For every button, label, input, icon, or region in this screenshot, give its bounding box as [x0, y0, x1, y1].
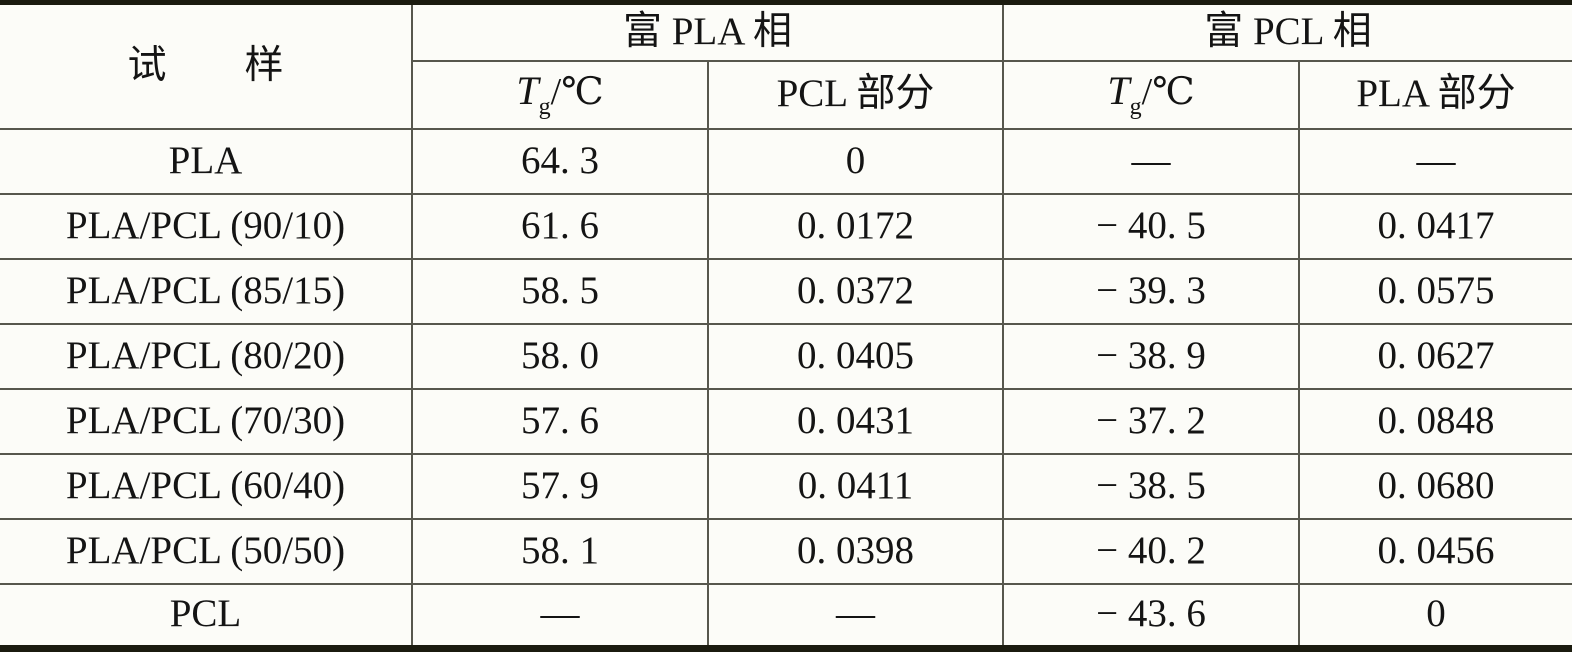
tg-symbol: T	[1107, 67, 1130, 113]
pcl-rich-tg-cell: − 37. 2	[1002, 387, 1300, 455]
pcl-rich-tg-cell: − 40. 2	[1002, 517, 1300, 585]
table-body: PLA 64. 3 0 — — PLA/PCL (90/10) 61. 6 0.…	[0, 127, 1572, 650]
pcl-rich-tg-cell: − 38. 9	[1002, 322, 1300, 390]
sample-cell: PLA/PCL (60/40)	[0, 452, 413, 520]
table-header: 试 样 富 PLA 相 富 PCL 相 Tg/℃ PCL 部分 Tg/℃ PLA…	[0, 1, 1572, 130]
table-row: PLA/PCL (50/50) 58. 1 0. 0398 − 40. 2 0.…	[0, 517, 1572, 585]
tg-celsius-label: Tg/℃	[516, 68, 603, 122]
table-row: PLA/PCL (80/20) 58. 0 0. 0405 − 38. 9 0.…	[0, 322, 1572, 390]
pcl-rich-tg-cell: − 38. 5	[1002, 452, 1300, 520]
pcl-rich-pla-fraction-cell: 0	[1298, 582, 1572, 650]
table-row: PLA/PCL (60/40) 57. 9 0. 0411 − 38. 5 0.…	[0, 452, 1572, 520]
pcl-rich-pla-fraction-cell: 0. 0456	[1298, 517, 1572, 585]
sample-cell: PCL	[0, 582, 413, 650]
pcl-rich-pla-fraction-cell: —	[1298, 127, 1572, 195]
pla-rich-pcl-fraction-cell: 0. 0431	[707, 387, 1004, 455]
sample-cell: PLA/PCL (90/10)	[0, 192, 413, 260]
table-row: PLA/PCL (70/30) 57. 6 0. 0431 − 37. 2 0.…	[0, 387, 1572, 455]
pla-rich-tg-cell: 57. 9	[411, 452, 709, 520]
pcl-rich-pla-fraction-cell: 0. 0680	[1298, 452, 1572, 520]
pcl-rich-tg-cell: —	[1002, 127, 1300, 195]
pla-rich-tg-cell: 64. 3	[411, 127, 709, 195]
sample-column-header: 试 样	[0, 1, 413, 130]
subheader-pla-fraction: PLA 部分	[1298, 59, 1572, 130]
pcl-rich-pla-fraction-cell: 0. 0627	[1298, 322, 1572, 390]
pcl-rich-pla-fraction-cell: 0. 0417	[1298, 192, 1572, 260]
pla-rich-tg-cell: 58. 1	[411, 517, 709, 585]
table-row: PLA/PCL (90/10) 61. 6 0. 0172 − 40. 5 0.…	[0, 192, 1572, 260]
tg-symbol: T	[516, 67, 539, 113]
pla-rich-tg-cell: 58. 0	[411, 322, 709, 390]
tg-subscript: g	[538, 93, 551, 120]
sample-cell: PLA/PCL (85/15)	[0, 257, 413, 325]
pla-rich-pcl-fraction-cell: 0. 0405	[707, 322, 1004, 390]
pcl-rich-pla-fraction-cell: 0. 0848	[1298, 387, 1572, 455]
sub-header-row: Tg/℃ PCL 部分 Tg/℃ PLA 部分	[0, 59, 1572, 130]
pla-rich-tg-cell: 58. 5	[411, 257, 709, 325]
tg-celsius-label: Tg/℃	[1107, 68, 1194, 122]
pcl-rich-tg-cell: − 40. 5	[1002, 192, 1300, 260]
group-header-pcl-rich-phase: 富 PCL 相	[1002, 1, 1572, 62]
subheader-tg-pla-rich: Tg/℃	[412, 59, 709, 130]
table-row: PCL — — − 43. 6 0	[0, 582, 1572, 650]
subheader-pcl-fraction: PCL 部分	[707, 59, 1004, 130]
tg-subscript: g	[1129, 93, 1142, 120]
group-header-pla-rich-phase: 富 PLA 相	[411, 1, 1004, 62]
subheader-tg-pcl-rich: Tg/℃	[1002, 59, 1300, 130]
pcl-rich-tg-cell: − 43. 6	[1002, 582, 1300, 650]
pcl-rich-pla-fraction-cell: 0. 0575	[1298, 257, 1572, 325]
sample-cell: PLA/PCL (70/30)	[0, 387, 413, 455]
sample-cell: PLA/PCL (80/20)	[0, 322, 413, 390]
pla-rich-pcl-fraction-cell: —	[707, 582, 1004, 650]
pla-rich-tg-cell: 57. 6	[411, 387, 709, 455]
sample-cell: PLA	[0, 127, 413, 195]
pla-rich-pcl-fraction-cell: 0. 0398	[707, 517, 1004, 585]
pla-rich-pcl-fraction-cell: 0. 0172	[707, 192, 1004, 260]
pcl-rich-tg-cell: − 39. 3	[1002, 257, 1300, 325]
table-row: PLA/PCL (85/15) 58. 5 0. 0372 − 39. 3 0.…	[0, 257, 1572, 325]
sample-cell: PLA/PCL (50/50)	[0, 517, 413, 585]
pla-rich-pcl-fraction-cell: 0	[707, 127, 1004, 195]
tg-unit: /℃	[1141, 70, 1195, 113]
pla-rich-pcl-fraction-cell: 0. 0411	[707, 452, 1004, 520]
tg-unit: /℃	[550, 70, 604, 113]
table-row: PLA 64. 3 0 — —	[0, 127, 1572, 195]
pla-rich-tg-cell: —	[411, 582, 709, 650]
group-header-row: 试 样 富 PLA 相 富 PCL 相	[0, 1, 1572, 130]
pla-rich-tg-cell: 61. 6	[411, 192, 709, 260]
pla-rich-pcl-fraction-cell: 0. 0372	[707, 257, 1004, 325]
